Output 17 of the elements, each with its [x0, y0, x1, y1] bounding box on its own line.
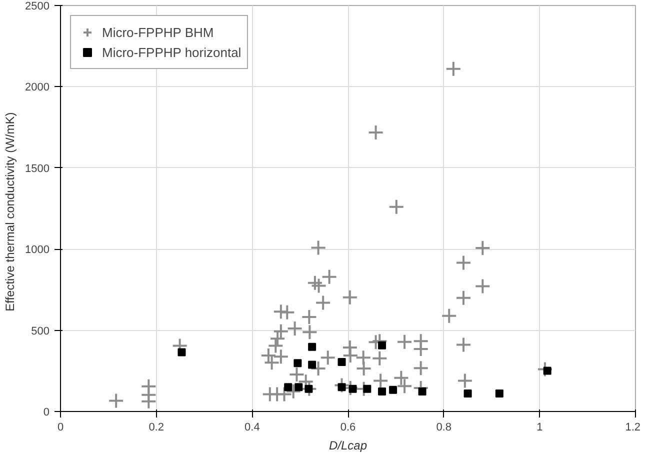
x-tick-label: 1 — [536, 422, 543, 434]
y-tick-label: 1500 — [25, 162, 50, 175]
x-axis-title: D/Lcap — [328, 438, 368, 452]
x-tick-label: 0.6 — [340, 422, 356, 434]
legend-label: Micro-FPPHP BHM — [102, 24, 214, 40]
x-tick-label: 0.2 — [148, 422, 164, 434]
y-tick-label: 0 — [43, 406, 50, 418]
legend-label: Micro-FPPHP horizontal — [102, 44, 242, 60]
y-tick-label: 2500 — [25, 0, 50, 12]
y-tick-label: 2000 — [25, 82, 50, 94]
y-tick-label: 1000 — [25, 244, 50, 256]
x-tick-label: 0.8 — [436, 422, 452, 434]
y-axis-title: Effective thermal conductivity (W/mK) — [3, 112, 18, 312]
x-tick-label: 0 — [57, 422, 64, 434]
y-tick-label: 500 — [31, 325, 50, 338]
x-tick-label: 1.2 — [625, 422, 641, 434]
x-tick-label: 0.4 — [244, 422, 260, 434]
